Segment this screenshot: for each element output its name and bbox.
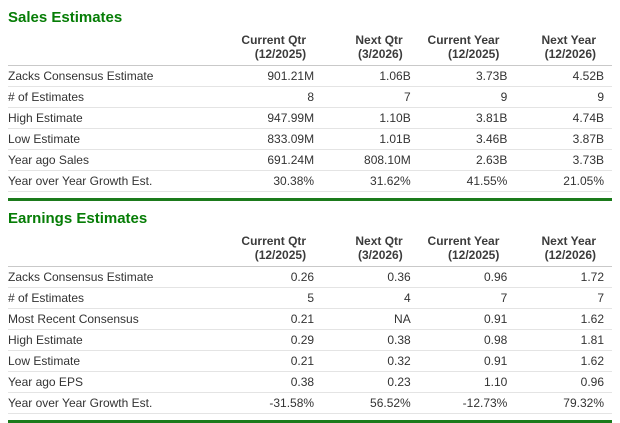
cell-value: 0.21 [225, 350, 323, 372]
cell-value: 7 [418, 287, 516, 309]
cell-value: 1.01B [322, 128, 419, 150]
cell-value: 0.91 [418, 308, 516, 330]
earnings-estimates-title: Earnings Estimates [8, 210, 148, 227]
cell-value: 1.81 [515, 329, 612, 351]
row-label: Zacks Consensus Estimate [8, 266, 226, 288]
header-row: Current Qtr (12/2025) Next Qtr (3/2026) Curr… [8, 230, 612, 267]
column-header: Current Year (12/2025) [418, 29, 516, 66]
cell-value: 41.55% [418, 170, 516, 192]
cell-value: 0.32 [322, 350, 419, 372]
row-label-header [8, 230, 226, 267]
row-label: Low Estimate [8, 350, 226, 372]
column-header: Next Qtr (3/2026) [322, 29, 419, 66]
row-label: Year ago EPS [8, 371, 226, 393]
section-divider [8, 198, 612, 201]
cell-value: 0.98 [418, 329, 516, 351]
column-header: Next Year (12/2026) [515, 29, 612, 66]
section-divider [8, 420, 612, 423]
cell-value: 3.73B [418, 65, 516, 87]
sales-estimates-title: Sales Estimates [8, 9, 123, 26]
table-row: Low Estimate 833.09M 1.01B 3.46B 3.87B [8, 128, 612, 150]
cell-value: 3.73B [515, 149, 612, 171]
row-label: High Estimate [8, 329, 226, 351]
cell-value: 0.23 [322, 371, 419, 393]
table-row: High Estimate 0.29 0.38 0.98 1.81 [8, 329, 612, 351]
cell-value: NA [322, 308, 419, 330]
table-row: Year over Year Growth Est. 30.38% 31.62% 41… [8, 170, 612, 192]
column-header: Next Year (12/2026) [515, 230, 612, 267]
cell-value: 0.38 [225, 371, 323, 393]
row-label-header [8, 29, 226, 66]
cell-value: 0.38 [322, 329, 419, 351]
table-row: Zacks Consensus Estimate 0.26 0.36 0.96 1.72 [8, 266, 612, 288]
table-row: High Estimate 947.99M 1.10B 3.81B 4.74B [8, 107, 612, 129]
table-row: Low Estimate 0.21 0.32 0.91 1.62 [8, 350, 612, 372]
cell-value: 3.46B [418, 128, 516, 150]
cell-value: 1.06B [322, 65, 419, 87]
cell-value: 5 [225, 287, 323, 309]
cell-value: 9 [418, 86, 516, 108]
cell-value: 808.10M [322, 149, 419, 171]
cell-value: 1.62 [515, 308, 612, 330]
column-header: Current Qtr (12/2025) [225, 29, 323, 66]
cell-value: 0.36 [322, 266, 419, 288]
row-label: Zacks Consensus Estimate [8, 65, 226, 87]
column-header: Next Qtr (3/2026) [322, 230, 419, 267]
cell-value: 9 [515, 86, 612, 108]
cell-value: 4.74B [515, 107, 612, 129]
row-label: Low Estimate [8, 128, 226, 150]
cell-value: 30.38% [225, 170, 323, 192]
row-label: Year over Year Growth Est. [8, 392, 226, 414]
cell-value: 691.24M [225, 149, 323, 171]
cell-value: 0.96 [515, 371, 612, 393]
column-header: Current Qtr (12/2025) [225, 230, 323, 267]
cell-value: 79.32% [515, 392, 612, 414]
cell-value: 3.87B [515, 128, 612, 150]
cell-value: -31.58% [225, 392, 323, 414]
cell-value: 0.29 [225, 329, 323, 351]
cell-value: 0.26 [225, 266, 323, 288]
row-label: # of Estimates [8, 86, 226, 108]
cell-value: 1.62 [515, 350, 612, 372]
table-row: Year ago Sales 691.24M 808.10M 2.63B 3.73B [8, 149, 612, 171]
cell-value: 1.10 [418, 371, 516, 393]
row-label: High Estimate [8, 107, 226, 129]
row-label: Most Recent Consensus [8, 308, 226, 330]
sales-estimates-section: Sales Estimates Current Qtr (12/2025) Next… [8, 0, 612, 192]
table-row: Year over Year Growth Est. -31.58% 56.52% -… [8, 392, 612, 414]
table-row: Zacks Consensus Estimate 901.21M 1.06B 3.73… [8, 65, 612, 87]
cell-value: 0.91 [418, 350, 516, 372]
earnings-estimates-table: Current Qtr (12/2025) Next Qtr (3/2026) Curr… [8, 230, 612, 414]
sales-estimates-table: Current Qtr (12/2025) Next Qtr (3/2026) Curr… [8, 29, 612, 192]
cell-value: 0.21 [225, 308, 323, 330]
cell-value: 2.63B [418, 149, 516, 171]
cell-value: 8 [225, 86, 323, 108]
table-row: Year ago EPS 0.38 0.23 1.10 0.96 [8, 371, 612, 393]
cell-value: 1.10B [322, 107, 419, 129]
cell-value: 3.81B [418, 107, 516, 129]
earnings-estimates-section: Earnings Estimates Current Qtr (12/2025) N… [8, 201, 612, 414]
row-label: Year over Year Growth Est. [8, 170, 226, 192]
column-header: Current Year (12/2025) [418, 230, 516, 267]
cell-value: 4 [322, 287, 419, 309]
cell-value: 7 [322, 86, 419, 108]
row-label: # of Estimates [8, 287, 226, 309]
header-row: Current Qtr (12/2025) Next Qtr (3/2026) Curr… [8, 29, 612, 66]
table-row: Most Recent Consensus 0.21 NA 0.91 1.62 [8, 308, 612, 330]
cell-value: -12.73% [418, 392, 516, 414]
table-row: # of Estimates 8 7 9 9 [8, 86, 612, 108]
cell-value: 4.52B [515, 65, 612, 87]
cell-value: 833.09M [225, 128, 323, 150]
cell-value: 7 [515, 287, 612, 309]
cell-value: 0.96 [418, 266, 516, 288]
cell-value: 56.52% [322, 392, 419, 414]
cell-value: 21.05% [515, 170, 612, 192]
row-label: Year ago Sales [8, 149, 226, 171]
cell-value: 31.62% [322, 170, 419, 192]
cell-value: 901.21M [225, 65, 323, 87]
table-row: # of Estimates 5 4 7 7 [8, 287, 612, 309]
cell-value: 947.99M [225, 107, 323, 129]
cell-value: 1.72 [515, 266, 612, 288]
